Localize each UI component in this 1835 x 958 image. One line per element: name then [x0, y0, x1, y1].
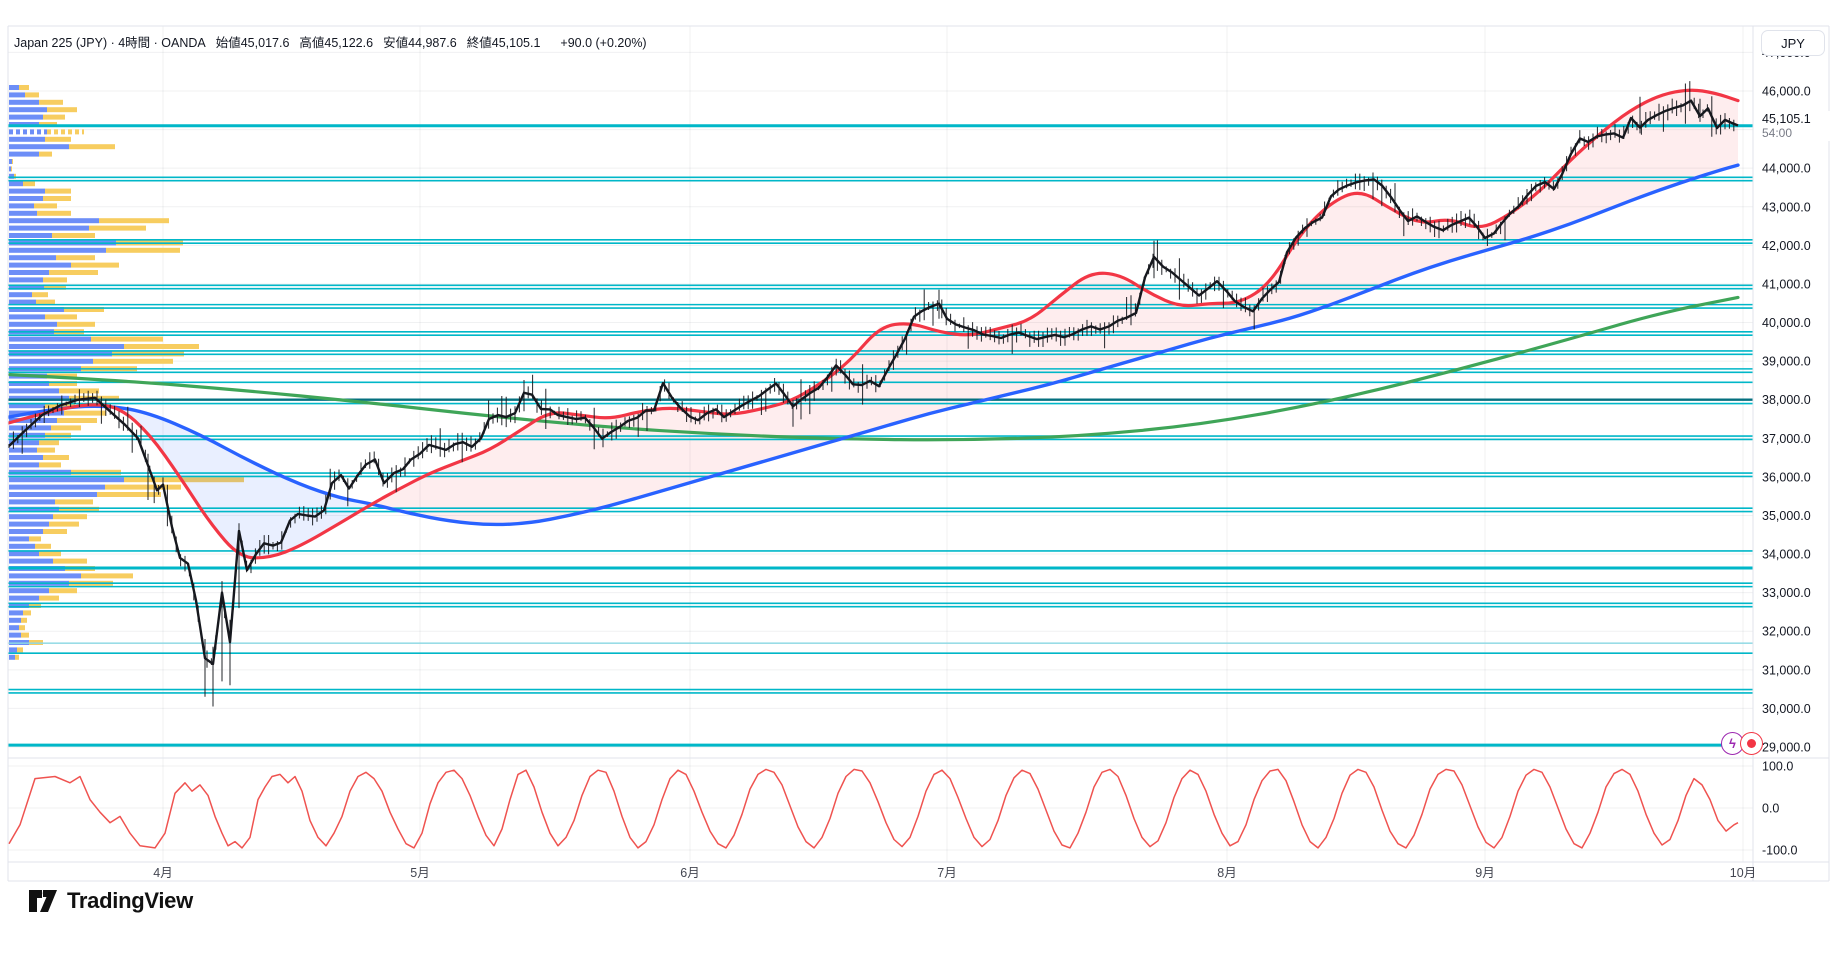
svg-text:32,000.0: 32,000.0	[1762, 625, 1811, 639]
svg-text:7月: 7月	[937, 866, 956, 880]
svg-text:40,000.0: 40,000.0	[1762, 316, 1811, 330]
svg-text:30,000.0: 30,000.0	[1762, 702, 1811, 716]
svg-text:43,000.0: 43,000.0	[1762, 200, 1811, 214]
currency-label: JPY	[1781, 35, 1805, 51]
svg-text:0.0: 0.0	[1762, 802, 1779, 816]
svg-text:34,000.0: 34,000.0	[1762, 548, 1811, 562]
svg-text:41,000.0: 41,000.0	[1762, 277, 1811, 291]
last-price-value: 45,105.1	[1762, 112, 1811, 126]
svg-text:42,000.0: 42,000.0	[1762, 239, 1811, 253]
svg-text:44,000.0: 44,000.0	[1762, 162, 1811, 176]
svg-text:10月: 10月	[1730, 866, 1756, 880]
ohlc-item: 終値45,105.1	[466, 36, 541, 50]
symbol-title: Japan 225 (JPY) · 4時間 · OANDA	[14, 36, 206, 50]
change-value: +90.0 (+0.20%)	[560, 36, 647, 50]
alert-dot-icon[interactable]	[1740, 732, 1763, 755]
svg-text:-100.0: -100.0	[1762, 844, 1797, 858]
svg-text:46,000.0: 46,000.0	[1762, 85, 1811, 99]
svg-text:39,000.0: 39,000.0	[1762, 355, 1811, 369]
svg-text:5月: 5月	[410, 866, 429, 880]
ohlc-item: 始値45,017.6	[215, 36, 290, 50]
svg-text:33,000.0: 33,000.0	[1762, 586, 1811, 600]
svg-text:6月: 6月	[680, 866, 699, 880]
brand-name: TradingView	[67, 888, 193, 913]
svg-text:4月: 4月	[153, 866, 172, 880]
ohlc-values: 始値45,017.6 高値45,122.6 安値44,987.6 終値45,105.1	[216, 36, 551, 50]
svg-text:29,000.0: 29,000.0	[1762, 741, 1811, 755]
alert-lightning-icon[interactable]: ϟ	[1721, 732, 1744, 755]
currency-toggle-button[interactable]: JPY	[1761, 30, 1825, 56]
svg-text:100.0: 100.0	[1762, 760, 1793, 774]
tradingview-brand: TradingView	[28, 888, 193, 914]
svg-text:35,000.0: 35,000.0	[1762, 509, 1811, 523]
svg-text:37,000.0: 37,000.0	[1762, 432, 1811, 446]
last-price-label: 45,105.1 54:00	[1756, 111, 1835, 141]
svg-text:36,000.0: 36,000.0	[1762, 470, 1811, 484]
ohlc-item: 安値44,987.6	[383, 36, 457, 50]
svg-text:31,000.0: 31,000.0	[1762, 663, 1811, 677]
bar-countdown: 54:00	[1762, 126, 1793, 140]
svg-text:38,000.0: 38,000.0	[1762, 393, 1811, 407]
svg-text:8月: 8月	[1217, 866, 1236, 880]
ohlc-item: 高値45,122.6	[299, 36, 374, 50]
symbol-legend: Japan 225 (JPY) · 4時間 · OANDA 始値45,017.6 高…	[14, 32, 657, 51]
svg-text:9月: 9月	[1475, 866, 1494, 880]
tradingview-logo-icon	[29, 890, 57, 912]
